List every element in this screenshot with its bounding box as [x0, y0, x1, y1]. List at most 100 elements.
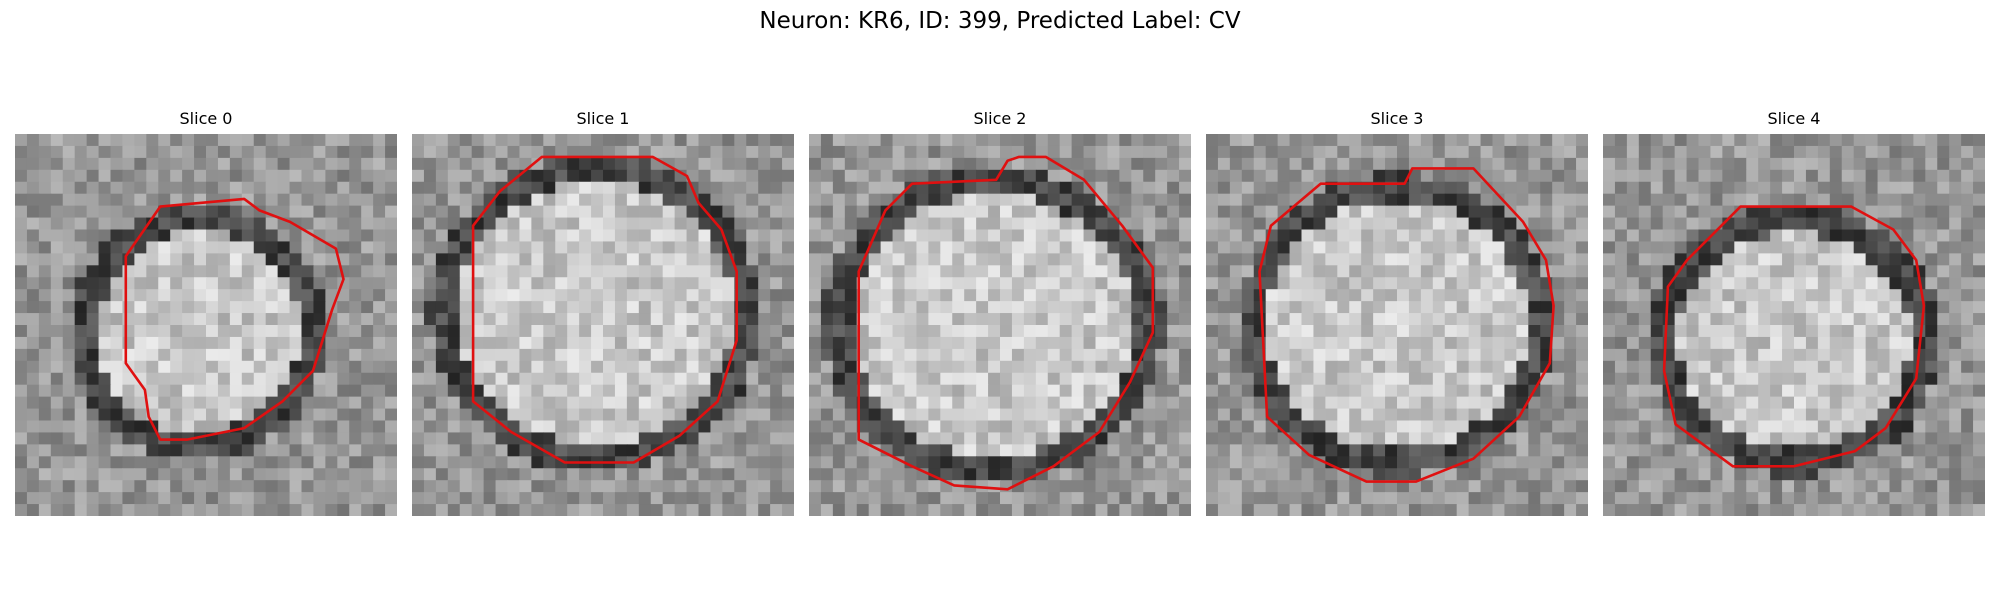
- pixel: [1480, 134, 1494, 147]
- pixel: [1552, 229, 1565, 243]
- pixel: [734, 420, 747, 434]
- pixel: [38, 468, 52, 481]
- pixel: [134, 253, 147, 266]
- pixel: [809, 157, 822, 171]
- pixel: [1155, 408, 1168, 422]
- pixel: [1035, 384, 1049, 398]
- pixel: [361, 301, 374, 314]
- pixel: [1361, 277, 1374, 290]
- pixel: [650, 241, 664, 254]
- pixel: [976, 420, 989, 434]
- pixel: [1865, 408, 1879, 422]
- pixel: [1349, 492, 1362, 505]
- pixel: [674, 145, 688, 159]
- pixel: [1540, 420, 1553, 434]
- pixel: [1626, 169, 1640, 183]
- pixel: [1265, 241, 1279, 254]
- pixel: [483, 229, 497, 243]
- pixel: [868, 504, 882, 516]
- pixel: [1686, 408, 1700, 422]
- pixel: [782, 444, 794, 457]
- pixel: [746, 408, 759, 422]
- pixel: [1770, 313, 1783, 326]
- pixel: [662, 384, 676, 398]
- pixel: [758, 205, 771, 219]
- pixel: [1492, 253, 1506, 266]
- pixel: [1674, 360, 1688, 374]
- pixel: [289, 253, 303, 266]
- pixel: [158, 336, 171, 350]
- pixel: [1361, 241, 1374, 254]
- pixel: [1492, 134, 1506, 147]
- pixel: [892, 241, 906, 254]
- pixel: [1432, 325, 1446, 338]
- pixel: [1564, 348, 1577, 362]
- pixel: [50, 325, 64, 338]
- pixel: [412, 384, 425, 398]
- pixel: [170, 325, 183, 338]
- pixel: [412, 336, 425, 350]
- pixel: [1083, 360, 1097, 374]
- pixel: [1552, 277, 1565, 290]
- pixel: [122, 145, 135, 159]
- pixel: [674, 348, 688, 362]
- slice-title: Slice 1: [576, 109, 630, 128]
- pixel: [1829, 289, 1843, 302]
- pixel: [134, 348, 147, 362]
- pixel: [1576, 313, 1588, 326]
- pixel: [361, 253, 374, 266]
- pixel: [229, 289, 243, 302]
- pixel: [182, 325, 195, 338]
- pixel: [1229, 205, 1243, 219]
- pixel: [868, 480, 882, 493]
- pixel: [1059, 205, 1073, 219]
- pixel: [507, 289, 521, 302]
- pixel: [662, 134, 676, 147]
- pixel: [543, 336, 556, 350]
- pixel: [423, 301, 437, 314]
- pixel: [1576, 265, 1588, 278]
- pixel: [579, 325, 592, 338]
- pixel: [435, 145, 449, 159]
- pixel: [770, 504, 783, 516]
- pixel: [1361, 468, 1374, 481]
- pixel: [1277, 325, 1291, 338]
- pixel: [1083, 205, 1097, 219]
- pixel: [892, 504, 906, 516]
- pixel: [844, 289, 858, 302]
- pixel: [1131, 169, 1144, 183]
- pixel: [1432, 396, 1446, 410]
- pixel: [1841, 336, 1855, 350]
- pixel: [567, 145, 580, 159]
- pixel: [1119, 301, 1132, 314]
- pixel: [1528, 205, 1541, 219]
- pixel: [1095, 492, 1109, 505]
- pixel: [1253, 193, 1267, 207]
- pixel: [988, 277, 1001, 290]
- pixel: [1337, 396, 1350, 410]
- pixel: [459, 145, 473, 159]
- pixel: [50, 241, 64, 254]
- pixel: [1564, 325, 1577, 338]
- pixel: [1095, 277, 1109, 290]
- pixel: [98, 372, 112, 386]
- pixel: [495, 277, 509, 290]
- pixel: [1059, 313, 1073, 326]
- pixel: [1011, 229, 1025, 243]
- pixel: [1095, 468, 1109, 481]
- pixel: [1337, 336, 1350, 350]
- pixel: [1217, 420, 1231, 434]
- pixel: [1949, 432, 1962, 445]
- pixel: [1925, 181, 1938, 195]
- pixel: [1373, 313, 1386, 326]
- pixel: [844, 325, 858, 338]
- pixel: [892, 265, 906, 278]
- pixel: [1083, 325, 1097, 338]
- pixel: [1107, 277, 1120, 290]
- pixel: [1638, 277, 1652, 290]
- pixel: [1865, 145, 1879, 159]
- pixel: [1722, 145, 1735, 159]
- pixel: [170, 348, 183, 362]
- pixel: [110, 205, 124, 219]
- pixel: [988, 325, 1001, 338]
